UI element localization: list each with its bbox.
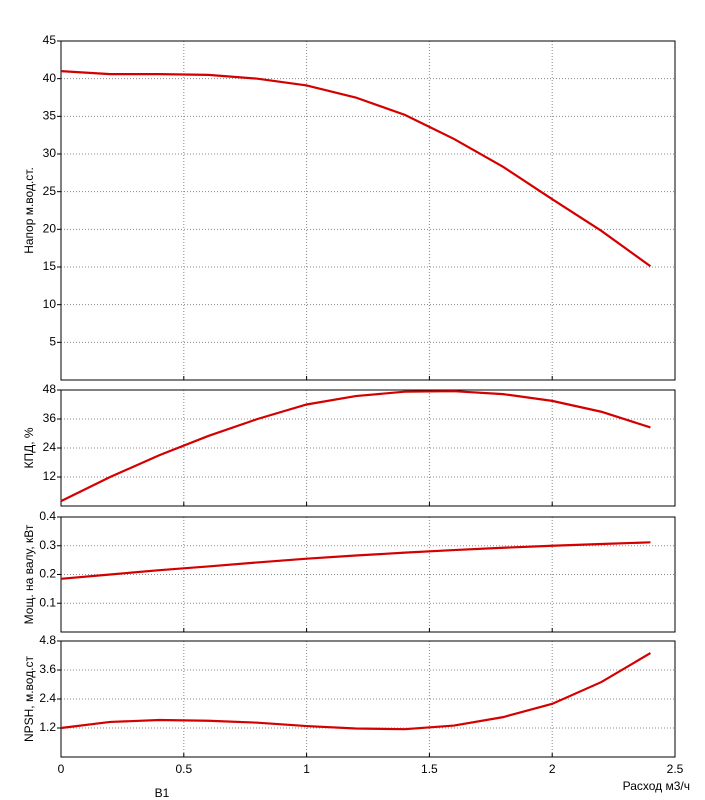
- line-series: [60, 390, 651, 503]
- y-tick-label: 15: [43, 259, 57, 273]
- y-tick-label: 10: [43, 297, 57, 311]
- y-tick-label: 45: [43, 33, 57, 47]
- y-axis-label: Напор м.вод.ст.: [22, 167, 36, 254]
- y-tick-label: 4.8: [39, 633, 56, 647]
- y-tick-label: 0.1: [39, 595, 56, 609]
- plot-frame: [60, 40, 676, 381]
- y-axis-label: NPSH, м.вод.ст: [22, 655, 36, 742]
- y-tick-label: 35: [43, 109, 57, 123]
- y-tick-label: 25: [43, 184, 57, 198]
- x-axis-label: Расход м3/ч: [623, 779, 690, 793]
- y-tick-label: 20: [43, 222, 57, 236]
- line-series: [60, 541, 651, 580]
- plot-frame: [60, 516, 676, 633]
- y-axis-label: Мощ. на валу, кВт: [22, 524, 36, 624]
- y-tick-label: 48: [43, 382, 57, 396]
- x-tick-label: 0.5: [175, 762, 192, 776]
- y-tick-label: 36: [43, 411, 57, 425]
- y-tick-label: 2.4: [39, 691, 56, 705]
- line-series: [60, 652, 651, 731]
- y-tick-label: 3.6: [39, 662, 56, 676]
- plot-frame: [60, 640, 676, 758]
- y-tick-label: 12: [43, 469, 57, 483]
- line-series: [60, 70, 652, 268]
- x-tick-label: 1: [303, 762, 310, 776]
- footer-label: В1: [155, 786, 170, 800]
- y-tick-label: 30: [43, 146, 57, 160]
- y-tick-label: 1.2: [39, 720, 56, 734]
- x-tick-label: 2.5: [667, 762, 684, 776]
- y-tick-label: 0.4: [39, 509, 56, 523]
- y-tick-label: 0.2: [39, 567, 56, 581]
- x-tick-label: 1.5: [421, 762, 438, 776]
- plot-frame: [60, 389, 676, 507]
- y-tick-label: 24: [43, 440, 57, 454]
- y-tick-label: 40: [43, 71, 57, 85]
- y-tick-label: 5: [49, 335, 56, 349]
- y-tick-label: 0.3: [39, 538, 56, 552]
- x-tick-label: 2: [549, 762, 556, 776]
- x-tick-label: 0: [58, 762, 65, 776]
- y-axis-label: КПД, %: [22, 427, 36, 468]
